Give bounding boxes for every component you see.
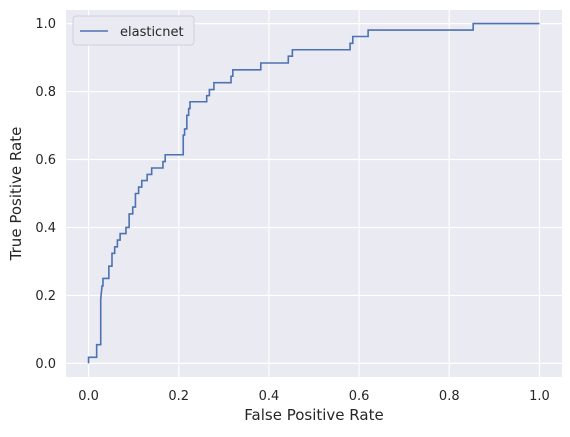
- plot-background: [66, 10, 562, 377]
- x-tick-label: 0.8: [439, 389, 460, 404]
- legend: elasticnet: [72, 15, 195, 46]
- x-tick-label: 0.2: [168, 389, 189, 404]
- y-tick-label: 1.0: [35, 17, 56, 32]
- y-tick-labels: 0.0 0.2 0.4 0.6 0.8 1.0: [35, 17, 56, 372]
- x-tick-label: 0.6: [349, 389, 370, 404]
- x-tick-label: 0.4: [259, 389, 280, 404]
- x-axis-title: False Positive Rate: [244, 406, 383, 424]
- series-layer: [87, 22, 540, 364]
- y-tick-label: 0.4: [35, 221, 56, 236]
- x-tick-label: 0.0: [78, 389, 99, 404]
- legend-label-elasticnet: elasticnet: [120, 25, 184, 40]
- y-tick-label: 0.0: [35, 357, 56, 372]
- x-tick-label: 1.0: [529, 389, 550, 404]
- series-line-elasticnet: [87, 22, 540, 364]
- y-tick-label: 0.2: [35, 289, 56, 304]
- x-tick-labels: 0.0 0.2 0.4 0.6 0.8 1.0: [78, 389, 550, 404]
- y-tick-label: 0.6: [35, 153, 56, 168]
- y-axis-title: True Positive Rate: [7, 127, 25, 262]
- y-tick-label: 0.8: [35, 85, 56, 100]
- legend-box: [72, 15, 195, 46]
